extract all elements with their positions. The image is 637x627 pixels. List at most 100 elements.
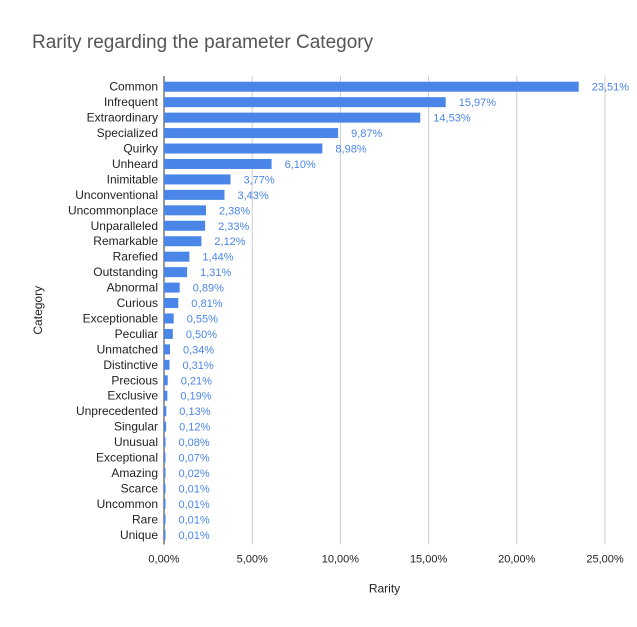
data-label: 0,21% xyxy=(181,375,212,387)
category-label: Infrequent xyxy=(104,95,159,109)
category-label: Unique xyxy=(120,528,158,542)
category-label: Common xyxy=(109,80,158,94)
data-label: 0,01% xyxy=(179,483,210,495)
data-label: 0,01% xyxy=(179,514,210,526)
bar xyxy=(164,97,446,108)
data-label: 3,77% xyxy=(244,174,275,186)
bar xyxy=(164,158,272,169)
x-tick-label: 0,00% xyxy=(148,554,179,566)
category-label: Abnormal xyxy=(107,281,158,295)
data-label: 23,51% xyxy=(592,82,630,94)
bar xyxy=(164,514,166,525)
data-label: 0,81% xyxy=(191,298,222,310)
labels: 0,00% 5,00% 10,00% 15,00% 20,00% 25,00% Common… xyxy=(68,80,629,566)
data-label: 15,97% xyxy=(459,97,497,109)
category-label: Scarce xyxy=(121,481,159,495)
data-label: 0,13% xyxy=(179,406,210,418)
x-tick-label: 20,00% xyxy=(498,554,536,566)
x-axis-title: Rarity xyxy=(369,582,400,596)
category-label: Unprecedented xyxy=(76,404,158,418)
data-label: 0,12% xyxy=(179,422,210,434)
data-label: 0,08% xyxy=(179,437,210,449)
bar xyxy=(164,143,323,154)
data-label: 2,38% xyxy=(219,205,250,217)
bar xyxy=(164,452,166,463)
data-label: 0,07% xyxy=(179,453,210,465)
bar xyxy=(164,467,166,478)
data-label: 14,53% xyxy=(433,113,471,125)
bar xyxy=(164,313,174,324)
bar xyxy=(164,251,190,262)
bar xyxy=(164,128,339,139)
y-axis-title: Category xyxy=(31,286,45,335)
bar xyxy=(164,282,180,293)
data-label: 2,33% xyxy=(218,221,249,233)
data-label: 1,31% xyxy=(200,267,231,279)
bar xyxy=(164,81,579,92)
bar xyxy=(164,112,421,123)
data-label: 0,19% xyxy=(180,391,211,403)
x-tick-label: 5,00% xyxy=(237,554,268,566)
category-label: Uncommonplace xyxy=(68,203,158,217)
category-label: Peculiar xyxy=(115,327,158,341)
gridlines xyxy=(163,76,606,545)
category-label: Outstanding xyxy=(93,265,158,279)
bar xyxy=(164,483,166,494)
data-label: 0,89% xyxy=(193,283,224,295)
bar xyxy=(164,375,168,386)
data-label: 3,43% xyxy=(238,190,269,202)
category-label: Exceptionable xyxy=(83,311,159,325)
category-label: Precious xyxy=(111,373,158,387)
bar xyxy=(164,406,167,417)
x-tick-label: 15,00% xyxy=(410,554,448,566)
bar xyxy=(164,205,206,216)
category-label: Unparalleled xyxy=(91,219,158,233)
bar xyxy=(164,390,168,401)
data-label: 2,12% xyxy=(214,236,245,248)
category-label: Rarefied xyxy=(113,250,158,264)
data-label: 0,02% xyxy=(179,468,210,480)
bars xyxy=(164,81,579,540)
data-label: 0,34% xyxy=(183,344,214,356)
category-label: Amazing xyxy=(111,466,158,480)
data-label: 1,44% xyxy=(202,252,233,264)
bar xyxy=(164,421,167,432)
category-label: Curious xyxy=(117,296,158,310)
bar xyxy=(164,236,202,247)
bar xyxy=(164,328,173,339)
data-label: 8,98% xyxy=(335,144,366,156)
category-label: Unheard xyxy=(112,157,158,171)
category-label: Uncommon xyxy=(97,497,158,511)
category-label: Extraordinary xyxy=(87,111,158,125)
bar xyxy=(164,267,188,278)
bar xyxy=(164,298,179,309)
bar xyxy=(164,529,166,540)
bar xyxy=(164,359,170,370)
category-label: Unconventional xyxy=(75,188,158,202)
data-label: 0,55% xyxy=(187,313,218,325)
category-label: Remarkable xyxy=(93,234,158,248)
data-label: 0,31% xyxy=(182,360,213,372)
category-label: Exceptional xyxy=(96,451,158,465)
data-label: 0,50% xyxy=(186,329,217,341)
category-label: Specialized xyxy=(97,126,158,140)
chart-title: Rarity regarding the parameter Category xyxy=(32,32,374,53)
data-label: 0,01% xyxy=(179,530,210,542)
data-label: 0,01% xyxy=(179,499,210,511)
category-label: Rare xyxy=(132,512,158,526)
x-tick-label: 25,00% xyxy=(586,554,624,566)
category-label: Singular xyxy=(114,420,158,434)
category-label: Quirky xyxy=(123,142,158,156)
bar xyxy=(164,344,170,355)
category-label: Unusual xyxy=(114,435,158,449)
category-label: Inimitable xyxy=(107,172,159,186)
data-label: 6,10% xyxy=(285,159,316,171)
bar xyxy=(164,174,231,185)
bar xyxy=(164,220,206,231)
data-label: 9,87% xyxy=(351,128,382,140)
x-tick-label: 10,00% xyxy=(322,554,360,566)
category-label: Distinctive xyxy=(103,358,158,372)
category-label: Exclusive xyxy=(107,389,158,403)
bar xyxy=(164,437,166,448)
